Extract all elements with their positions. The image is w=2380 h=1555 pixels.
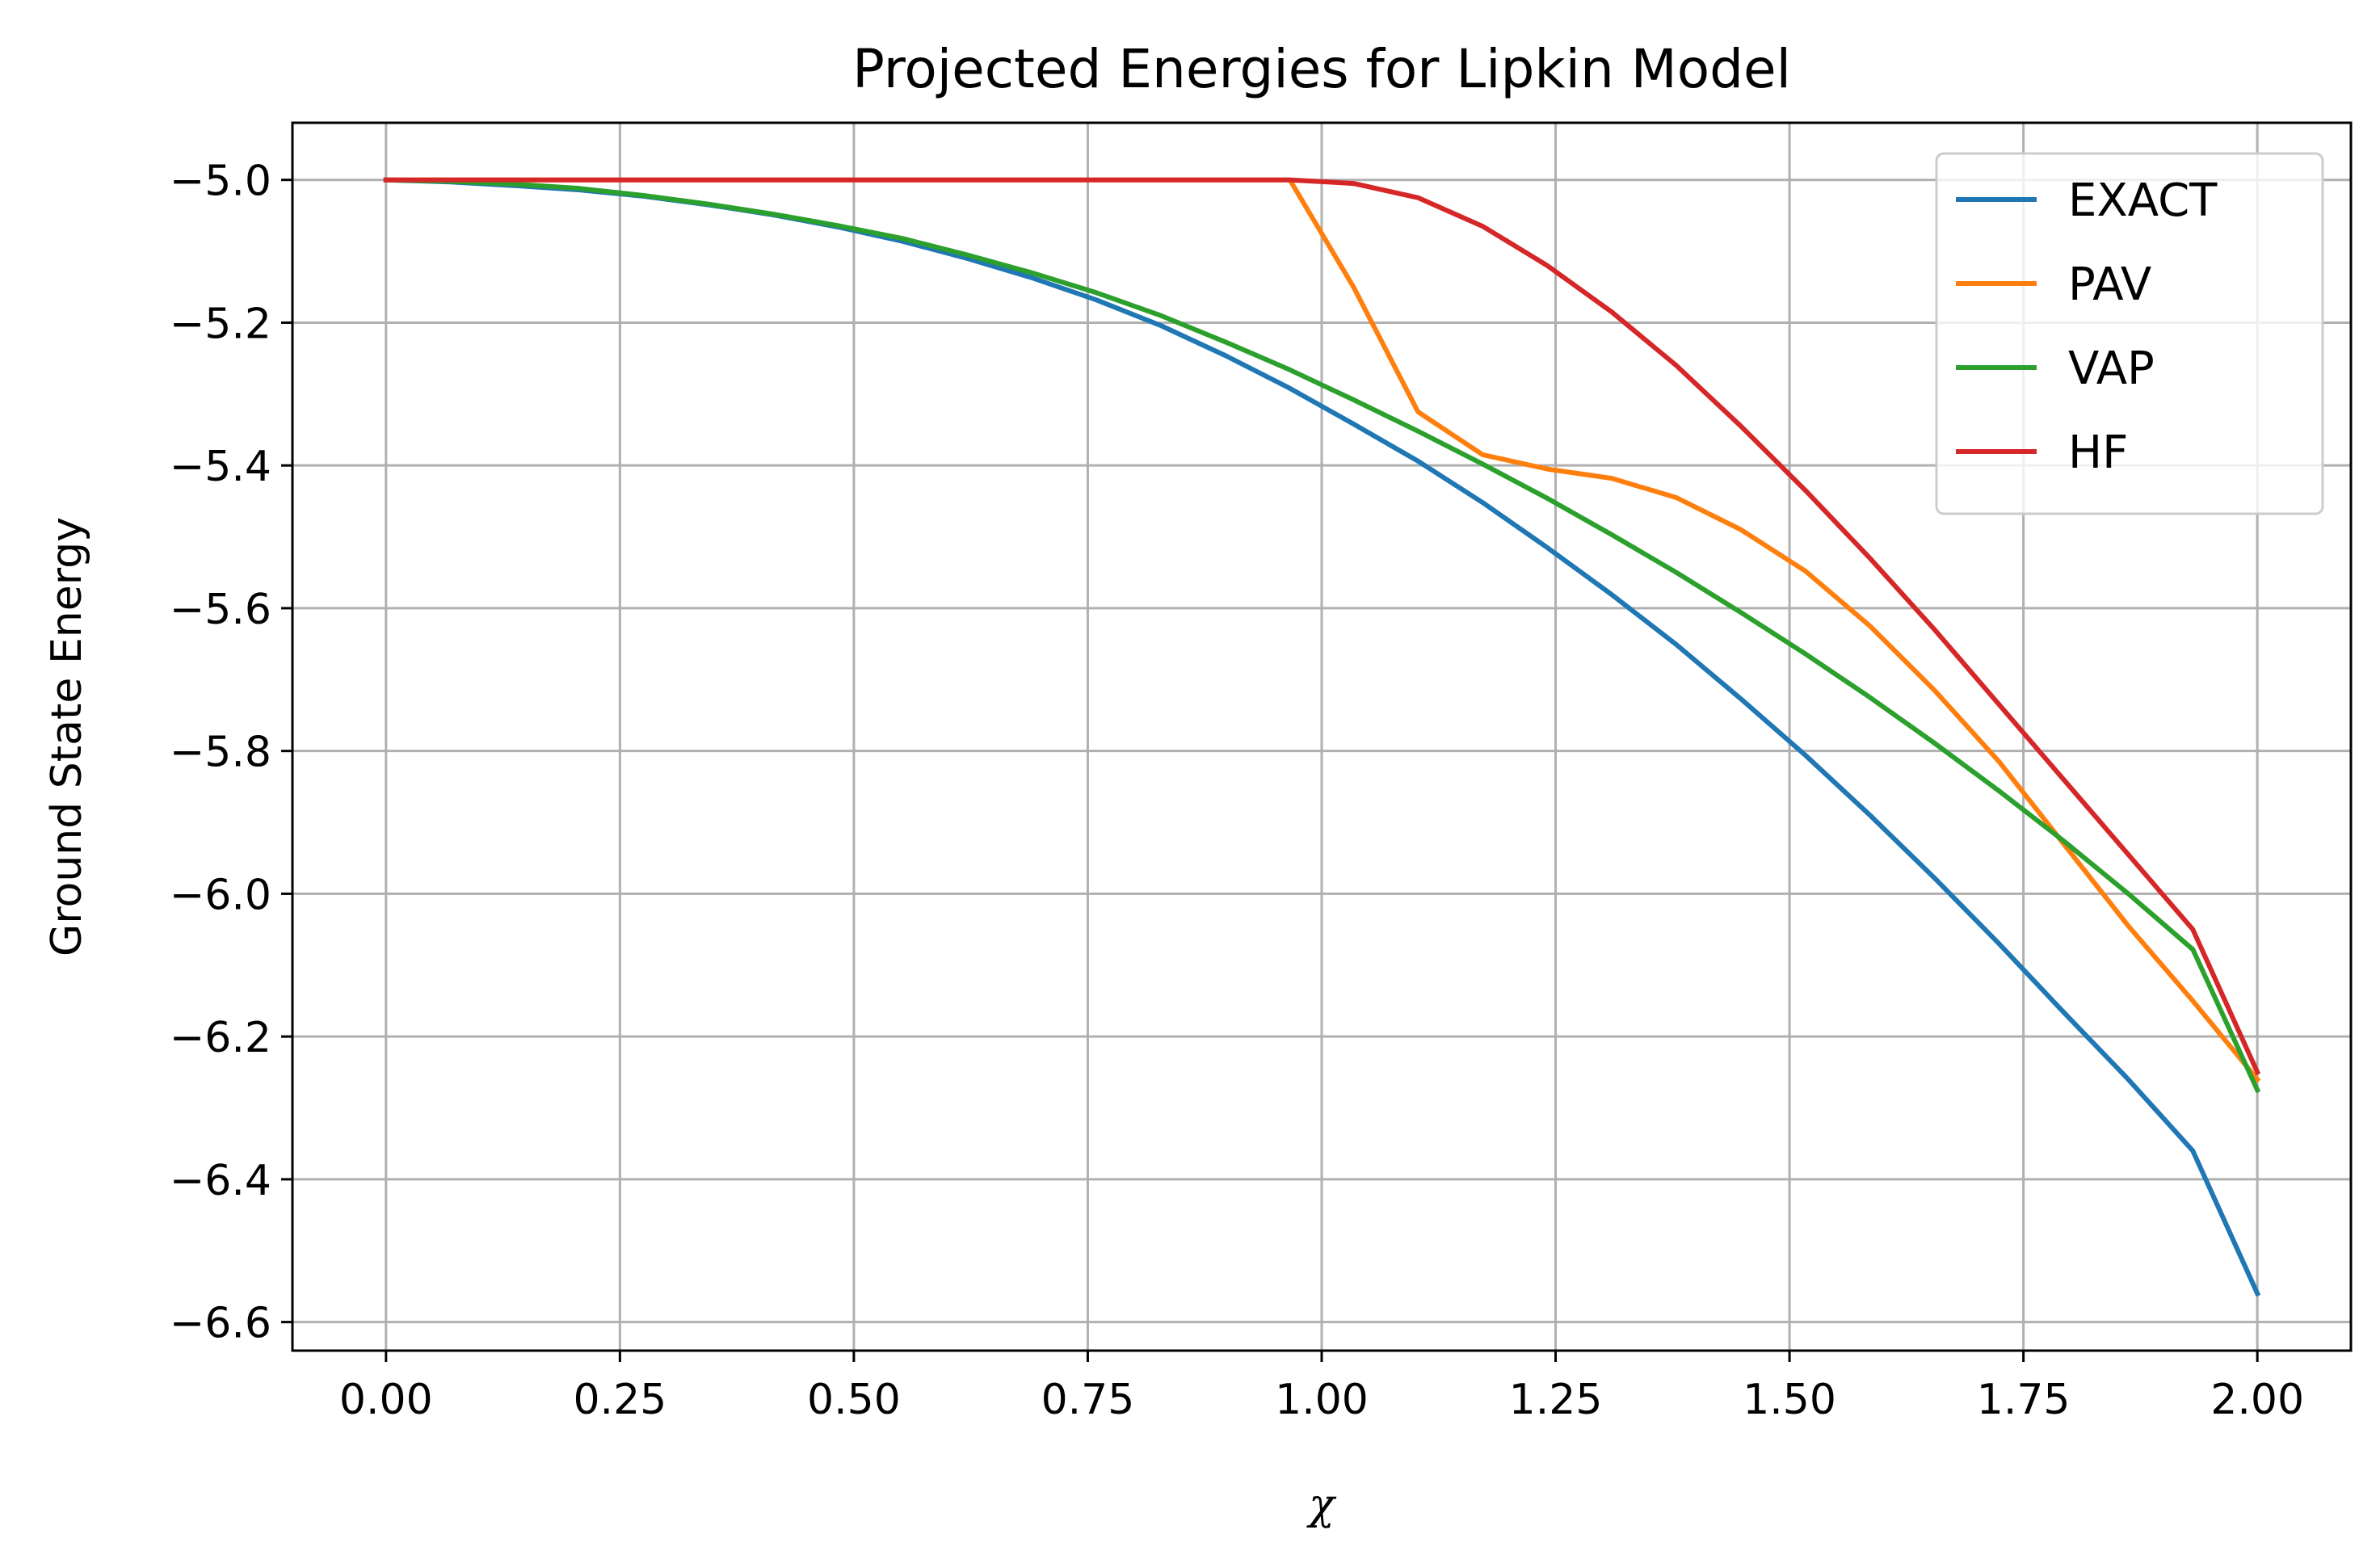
y-tick-label: −5.6 — [170, 586, 271, 634]
x-tick-label: 0.50 — [807, 1376, 901, 1424]
x-tick-label: 1.50 — [1743, 1376, 1836, 1424]
legend-label-hf: HF — [2068, 427, 2128, 479]
series-lines — [383, 177, 2261, 1297]
y-tick-label: −6.4 — [170, 1157, 271, 1205]
y-tick-label: −6.2 — [170, 1014, 271, 1062]
x-tick-label: 1.25 — [1509, 1376, 1603, 1424]
x-axis-label: χ — [1306, 1481, 1337, 1529]
series-line-vap — [383, 177, 2261, 1094]
y-tick-label: −5.2 — [170, 300, 271, 348]
x-tick-label: 2.00 — [2210, 1376, 2304, 1424]
series-line-hf — [383, 177, 2261, 1076]
y-tick-label: −6.0 — [170, 871, 271, 919]
x-tick-label: 0.75 — [1041, 1376, 1135, 1424]
legend-label-vap: VAP — [2068, 343, 2155, 395]
legend-label-exact: EXACT — [2068, 174, 2218, 227]
x-tick-label: 1.00 — [1275, 1376, 1369, 1424]
x-tick-label: 0.25 — [573, 1376, 666, 1424]
axis-ticks: 0.00 0.25 0.50 0.75 1.00 1.25 1.50 1.75 2.00 −5.0… — [170, 158, 2304, 1424]
chart-title: Projected Energies for Lipkin Model — [852, 38, 1791, 100]
y-tick-label: −5.0 — [170, 158, 271, 206]
legend-frame — [1935, 152, 2324, 515]
y-axis-label: Ground State Energy — [43, 517, 91, 956]
x-tick-label: 1.75 — [1977, 1376, 2071, 1424]
x-tick-label: 0.00 — [339, 1376, 433, 1424]
legend-label-pav: PAV — [2068, 258, 2151, 311]
y-tick-label: −5.8 — [170, 729, 271, 777]
y-tick-label: −5.4 — [170, 443, 271, 491]
y-tick-label: −6.6 — [170, 1300, 271, 1348]
legend: EXACT PAV VAP HF — [1935, 152, 2324, 515]
